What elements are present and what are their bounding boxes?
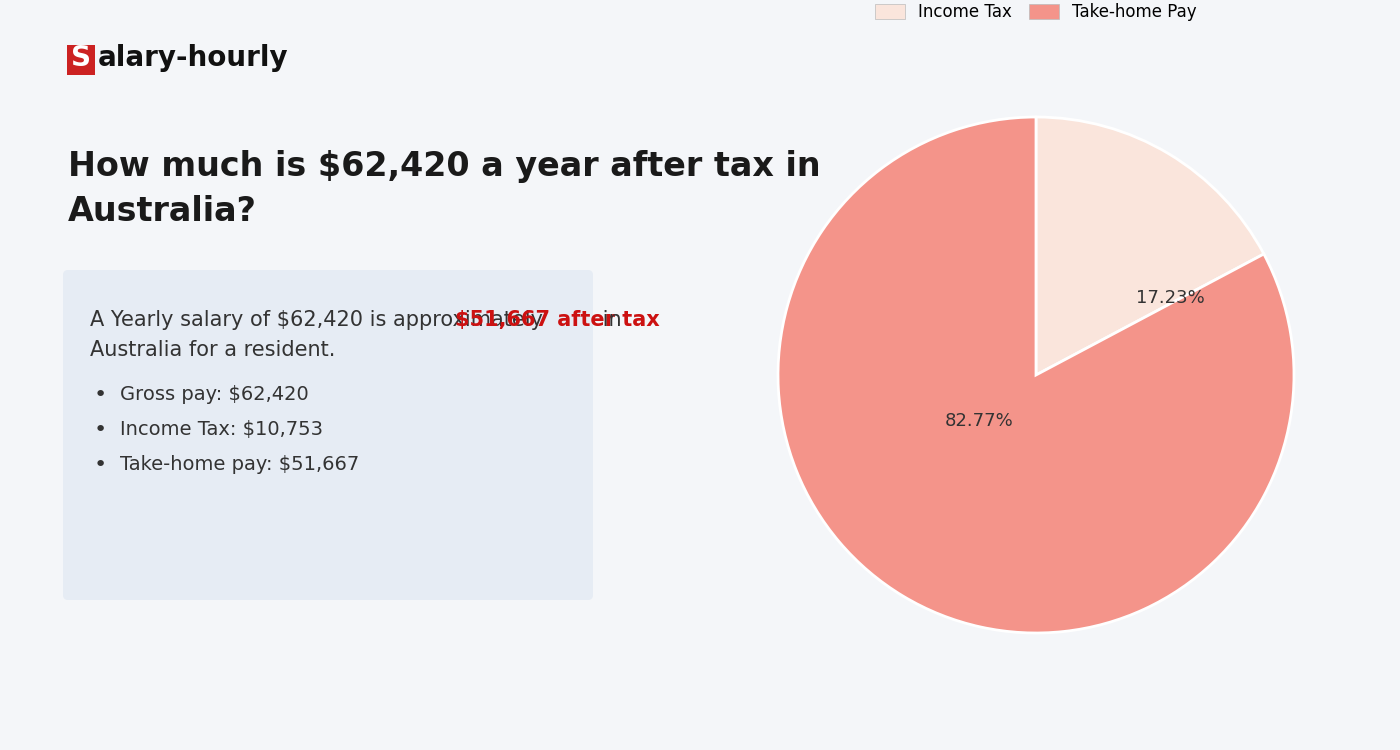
FancyBboxPatch shape [67, 45, 95, 75]
Text: 17.23%: 17.23% [1135, 289, 1204, 307]
Text: A Yearly salary of $62,420 is approximately: A Yearly salary of $62,420 is approximat… [90, 310, 550, 330]
Text: •: • [94, 455, 106, 475]
Text: •: • [94, 420, 106, 440]
Wedge shape [778, 117, 1294, 633]
Wedge shape [1036, 117, 1264, 375]
Text: S: S [71, 44, 91, 72]
Text: Australia for a resident.: Australia for a resident. [90, 340, 336, 360]
Text: Take-home pay: $51,667: Take-home pay: $51,667 [120, 455, 360, 474]
Text: 82.77%: 82.77% [945, 413, 1014, 430]
Text: Gross pay: $62,420: Gross pay: $62,420 [120, 385, 309, 404]
Text: •: • [94, 385, 106, 405]
Text: Australia?: Australia? [69, 195, 256, 228]
Text: Income Tax: $10,753: Income Tax: $10,753 [120, 420, 323, 439]
FancyBboxPatch shape [63, 270, 594, 600]
Text: in: in [596, 310, 622, 330]
Legend: Income Tax, Take-home Pay: Income Tax, Take-home Pay [868, 0, 1204, 28]
Text: $51,667 after tax: $51,667 after tax [455, 310, 659, 330]
Text: alary-hourly: alary-hourly [98, 44, 288, 72]
Text: How much is $62,420 a year after tax in: How much is $62,420 a year after tax in [69, 150, 820, 183]
